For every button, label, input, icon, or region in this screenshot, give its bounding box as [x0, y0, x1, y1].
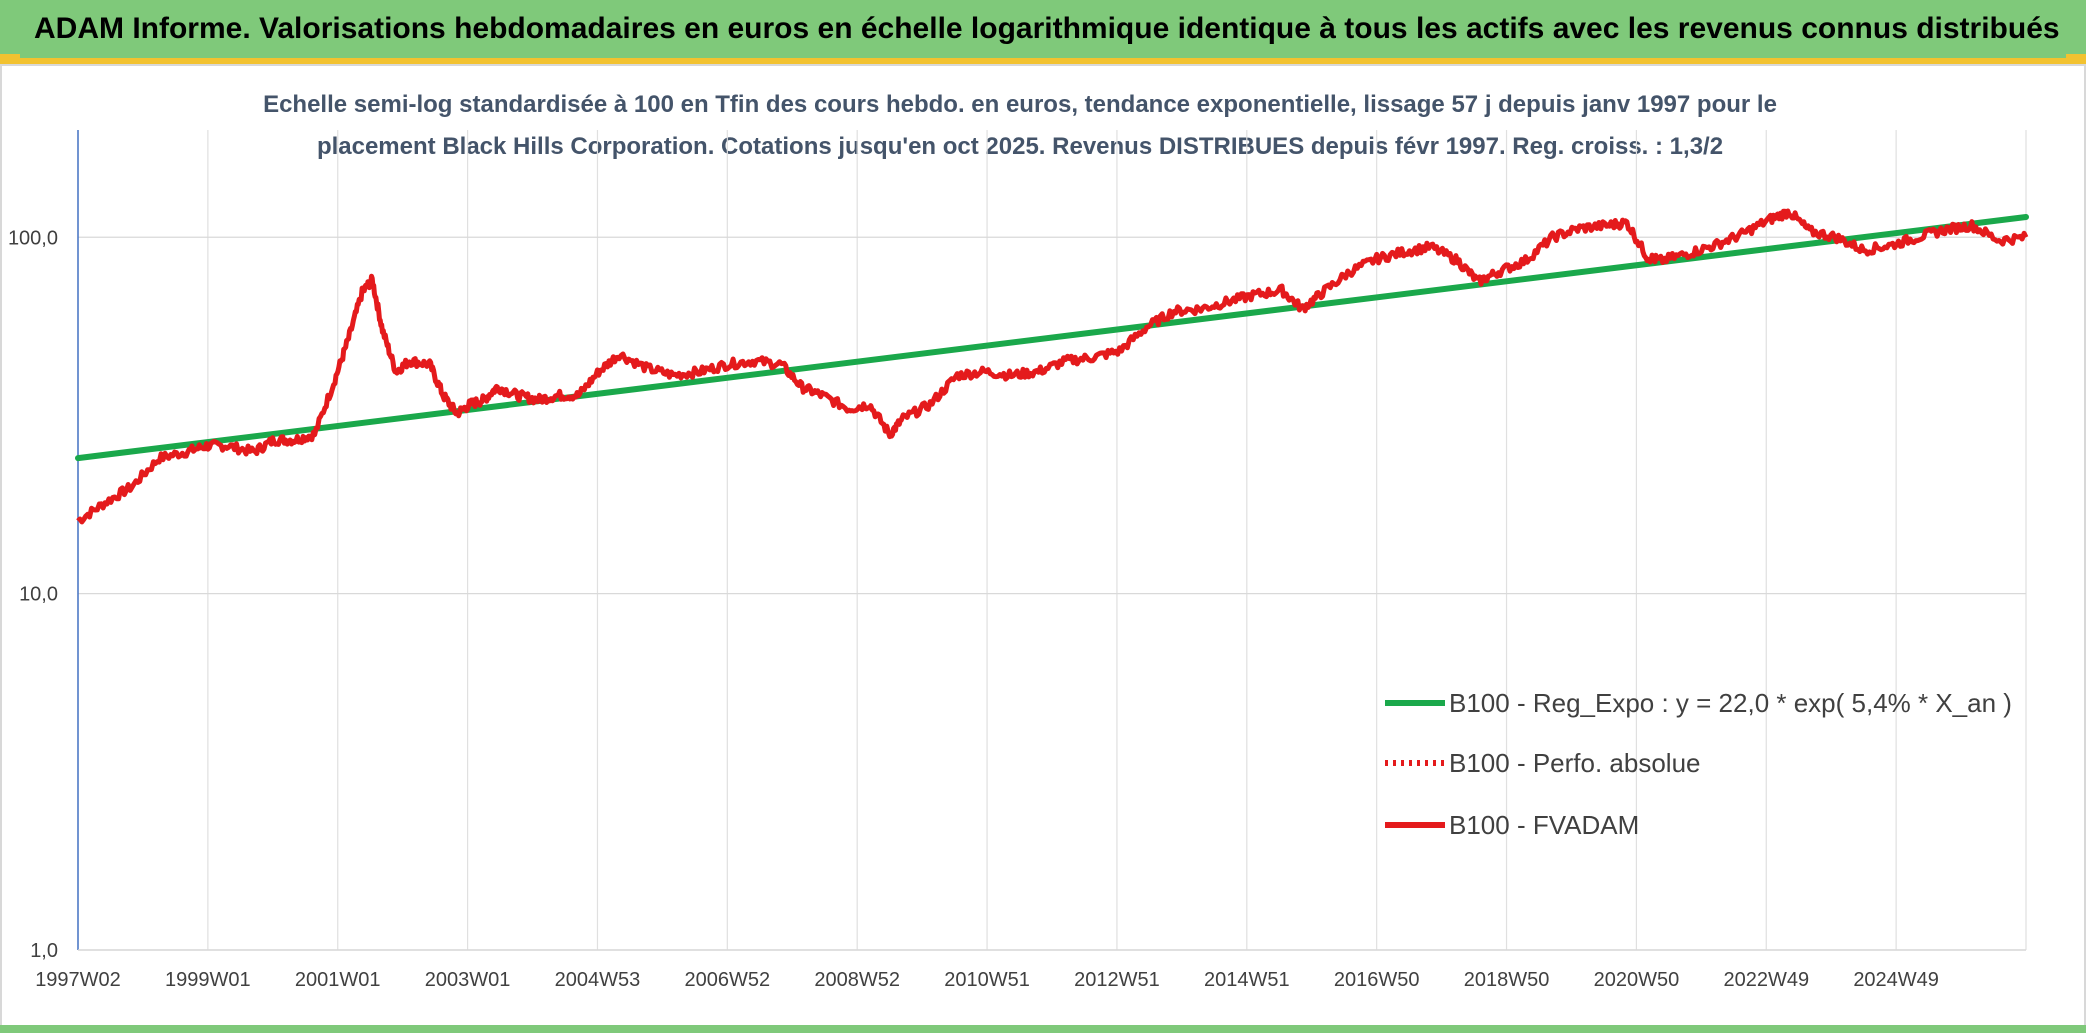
chart-subtitle: Echelle semi-log standardisée à 100 en T… [263, 91, 1777, 160]
x-tick-label: 2001W01 [295, 969, 381, 991]
y-tick-label: 100,0 [8, 227, 58, 249]
x-tick-label: 2018W50 [1464, 969, 1550, 991]
corner-marker-right [2066, 54, 2086, 66]
x-tick-label: 2008W52 [814, 969, 900, 991]
legend-entry: B100 - Perfo. absolue [1449, 748, 1701, 778]
x-tick-label: 1999W01 [165, 969, 251, 991]
y-tick-label: 1,0 [30, 940, 58, 962]
x-tick-label: 1997W02 [35, 969, 121, 991]
x-tick-label: 2006W52 [685, 969, 771, 991]
x-tick-label: 2003W01 [425, 969, 511, 991]
x-tick-label: 2014W51 [1204, 969, 1290, 991]
x-tick-label: 2004W53 [555, 969, 641, 991]
x-tick-label: 2010W51 [944, 969, 1030, 991]
y-tick-label: 10,0 [19, 584, 58, 606]
bottom-band [0, 1025, 2086, 1033]
series-regression-line [75, 213, 2029, 462]
x-tick-label: 2016W50 [1334, 969, 1420, 991]
report-title: ADAM Informe. Valorisations hebdomadaire… [34, 12, 2060, 45]
x-tick-label: 2024W49 [1853, 969, 1939, 991]
legend-entry: B100 - Reg_Expo : y = 22,0 * exp( 5,4% *… [1449, 688, 2012, 718]
corner-marker-left [0, 54, 20, 66]
legend-entry: B100 - FVADAM [1449, 810, 1639, 840]
chart-area [0, 64, 2086, 1033]
x-tick-label: 2012W51 [1074, 969, 1160, 991]
x-tick-label: 2022W49 [1723, 969, 1809, 991]
report-header: ADAM Informe. Valorisations hebdomadaire… [0, 0, 2086, 58]
x-tick-label: 2020W50 [1594, 969, 1680, 991]
series-fvadam-line [76, 208, 2029, 525]
